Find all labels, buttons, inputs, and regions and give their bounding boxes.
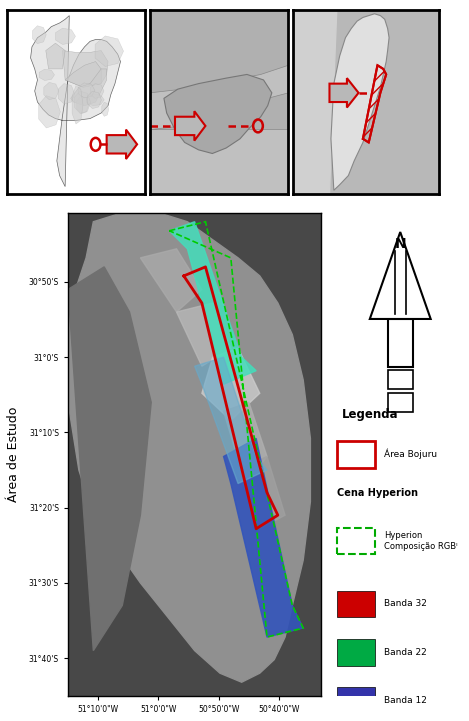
Text: Banda 32: Banda 32 — [384, 599, 426, 609]
Polygon shape — [164, 74, 272, 154]
Polygon shape — [176, 303, 231, 366]
Polygon shape — [77, 96, 89, 114]
Polygon shape — [32, 26, 46, 44]
Polygon shape — [87, 94, 104, 106]
Polygon shape — [58, 84, 75, 104]
Bar — [337, 441, 375, 467]
Text: Área de Estudo: Área de Estudo — [7, 407, 20, 502]
Text: Cena Hyperion: Cena Hyperion — [337, 488, 417, 498]
Bar — [388, 370, 413, 389]
Polygon shape — [224, 438, 303, 637]
FancyArrow shape — [175, 111, 205, 141]
FancyArrow shape — [329, 78, 358, 107]
Polygon shape — [62, 50, 108, 87]
Polygon shape — [46, 43, 65, 69]
Text: Banda 22: Banda 22 — [384, 647, 426, 657]
Bar — [337, 590, 375, 617]
Polygon shape — [55, 28, 76, 45]
Bar — [388, 319, 413, 367]
Polygon shape — [150, 10, 288, 93]
Text: Banda 12: Banda 12 — [384, 696, 426, 705]
Polygon shape — [95, 36, 123, 66]
Polygon shape — [169, 222, 256, 384]
Bar — [337, 687, 375, 714]
Polygon shape — [293, 10, 337, 194]
Polygon shape — [370, 232, 431, 319]
Polygon shape — [202, 348, 260, 420]
Polygon shape — [30, 16, 121, 187]
Polygon shape — [39, 69, 54, 81]
Polygon shape — [195, 357, 267, 484]
Polygon shape — [90, 84, 104, 98]
Polygon shape — [72, 86, 83, 124]
Text: N: N — [394, 237, 406, 251]
Polygon shape — [74, 91, 91, 113]
Polygon shape — [44, 82, 59, 99]
Text: Legenda: Legenda — [342, 408, 399, 421]
Polygon shape — [331, 14, 389, 190]
Polygon shape — [150, 93, 288, 130]
Polygon shape — [238, 456, 285, 528]
Text: Área Bojuru: Área Bojuru — [384, 449, 437, 459]
Polygon shape — [71, 69, 106, 106]
Polygon shape — [38, 96, 61, 128]
Bar — [388, 393, 413, 412]
Bar — [337, 639, 375, 665]
Polygon shape — [88, 92, 101, 109]
Polygon shape — [224, 402, 267, 484]
Text: Hyperion
Composição RGBᴵ: Hyperion Composição RGBᴵ — [384, 531, 457, 551]
Polygon shape — [102, 102, 109, 116]
Polygon shape — [68, 267, 151, 650]
Bar — [337, 528, 375, 554]
Polygon shape — [78, 83, 95, 98]
Polygon shape — [68, 213, 310, 682]
FancyArrow shape — [106, 130, 137, 159]
Polygon shape — [65, 61, 101, 87]
Polygon shape — [140, 249, 202, 312]
